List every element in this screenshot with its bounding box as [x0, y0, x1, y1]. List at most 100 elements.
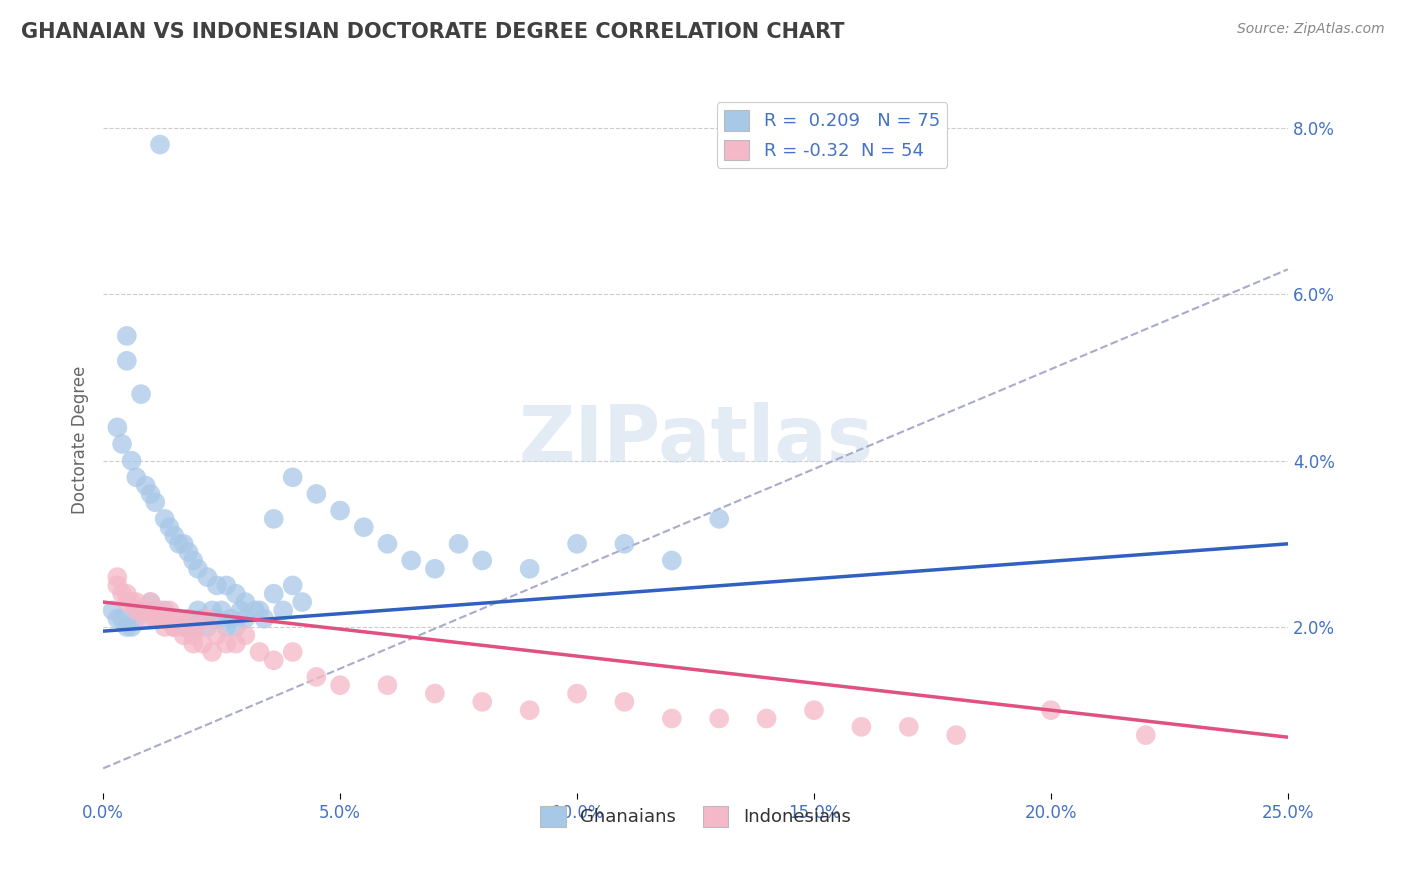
Point	[191, 637, 214, 651]
Point	[205, 628, 228, 642]
Point	[125, 470, 148, 484]
Point	[121, 453, 143, 467]
Point	[661, 711, 683, 725]
Point	[399, 553, 422, 567]
Point	[197, 570, 219, 584]
Point	[215, 620, 238, 634]
Point	[143, 495, 166, 509]
Point	[105, 570, 128, 584]
Point	[177, 612, 200, 626]
Point	[167, 537, 190, 551]
Point	[173, 628, 195, 642]
Point	[281, 645, 304, 659]
Point	[129, 387, 152, 401]
Point	[115, 354, 138, 368]
Point	[377, 678, 399, 692]
Point	[471, 553, 494, 567]
Point	[305, 487, 328, 501]
Point	[125, 603, 148, 617]
Point	[897, 720, 920, 734]
Point	[121, 595, 143, 609]
Point	[709, 512, 731, 526]
Point	[249, 603, 271, 617]
Point	[233, 628, 256, 642]
Point	[945, 728, 967, 742]
Point	[115, 620, 138, 634]
Point	[219, 612, 242, 626]
Point	[173, 620, 195, 634]
Point	[159, 520, 181, 534]
Point	[281, 470, 304, 484]
Point	[163, 620, 186, 634]
Point	[205, 612, 228, 626]
Point	[215, 578, 238, 592]
Point	[709, 711, 731, 725]
Point	[139, 595, 162, 609]
Point	[755, 711, 778, 725]
Point	[447, 537, 470, 551]
Point	[163, 620, 186, 634]
Point	[1039, 703, 1062, 717]
Point	[111, 612, 134, 626]
Point	[661, 553, 683, 567]
Point	[253, 612, 276, 626]
Y-axis label: Doctorate Degree: Doctorate Degree	[72, 366, 89, 514]
Point	[187, 603, 209, 617]
Point	[139, 487, 162, 501]
Point	[565, 687, 588, 701]
Point	[111, 587, 134, 601]
Point	[243, 603, 266, 617]
Point	[187, 562, 209, 576]
Point	[111, 437, 134, 451]
Point	[201, 645, 224, 659]
Point	[135, 603, 157, 617]
Point	[149, 137, 172, 152]
Point	[177, 612, 200, 626]
Point	[121, 620, 143, 634]
Point	[135, 478, 157, 492]
Point	[377, 537, 399, 551]
Point	[159, 612, 181, 626]
Point	[565, 537, 588, 551]
Point	[353, 520, 375, 534]
Text: ZIPatlas: ZIPatlas	[517, 402, 873, 478]
Point	[173, 537, 195, 551]
Point	[125, 612, 148, 626]
Text: GHANAIAN VS INDONESIAN DOCTORATE DEGREE CORRELATION CHART: GHANAIAN VS INDONESIAN DOCTORATE DEGREE …	[21, 22, 845, 42]
Point	[153, 512, 176, 526]
Point	[211, 603, 233, 617]
Point	[225, 637, 247, 651]
Point	[271, 603, 294, 617]
Point	[143, 612, 166, 626]
Point	[149, 612, 172, 626]
Point	[225, 620, 247, 634]
Point	[225, 587, 247, 601]
Legend: Ghanaians, Indonesians: Ghanaians, Indonesians	[533, 798, 858, 834]
Point	[143, 603, 166, 617]
Point	[229, 603, 252, 617]
Point	[1135, 728, 1157, 742]
Point	[201, 603, 224, 617]
Point	[851, 720, 873, 734]
Point	[115, 329, 138, 343]
Point	[329, 678, 352, 692]
Point	[263, 587, 285, 601]
Point	[519, 703, 541, 717]
Point	[125, 595, 148, 609]
Point	[233, 612, 256, 626]
Point	[471, 695, 494, 709]
Point	[519, 562, 541, 576]
Point	[291, 595, 314, 609]
Point	[249, 645, 271, 659]
Point	[101, 603, 124, 617]
Point	[135, 603, 157, 617]
Point	[803, 703, 825, 717]
Point	[423, 687, 446, 701]
Point	[129, 603, 152, 617]
Point	[613, 695, 636, 709]
Point	[105, 578, 128, 592]
Point	[159, 603, 181, 617]
Point	[187, 620, 209, 634]
Point	[181, 637, 204, 651]
Point	[305, 670, 328, 684]
